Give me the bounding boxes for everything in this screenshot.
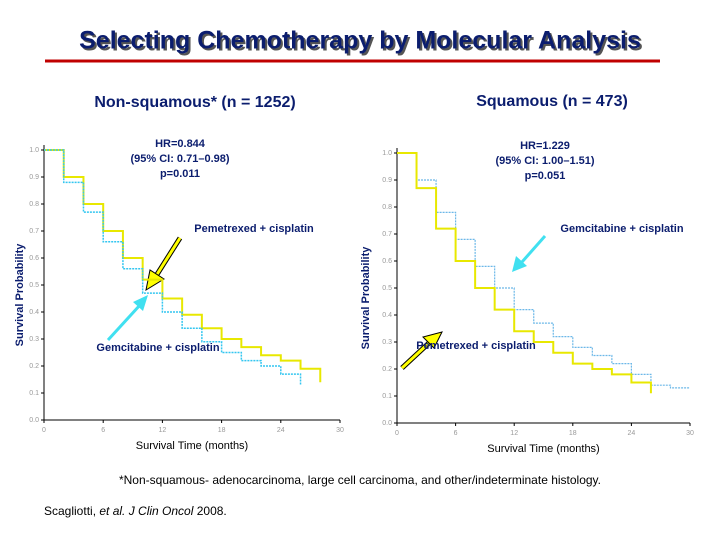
title-shadow: Selecting Chemotherapy by Molecular Anal… bbox=[81, 29, 643, 57]
y-tick-label: 0.5 bbox=[29, 282, 39, 289]
x-axis-label: Survival Time (months) bbox=[136, 440, 248, 452]
y-axis-label: Survival Probability bbox=[14, 243, 26, 347]
chart-subtitle: Non-squamous* (n = 1252) bbox=[94, 94, 295, 111]
y-tick-label: 0.7 bbox=[29, 228, 39, 235]
x-tick-label: 6 bbox=[101, 427, 105, 434]
x-axis-label: Survival Time (months) bbox=[487, 443, 599, 455]
y-tick-label: 0.8 bbox=[29, 201, 39, 208]
y-tick-label: 0.0 bbox=[382, 420, 392, 427]
arrow-head bbox=[512, 256, 527, 272]
slide-title: Selecting Chemotherapy by Molecular Anal… bbox=[79, 27, 641, 55]
x-tick-label: 18 bbox=[569, 430, 577, 437]
annotation: Gemcitabine + cisplatin bbox=[96, 342, 219, 354]
y-tick-label: 0.9 bbox=[382, 177, 392, 184]
x-tick-label: 24 bbox=[628, 430, 636, 437]
annotation: Pemetrexed + cisplatin bbox=[194, 223, 314, 235]
y-tick-label: 0.2 bbox=[29, 363, 39, 370]
chart-subtitle: Squamous (n = 473) bbox=[476, 93, 628, 110]
survival-curve bbox=[397, 152, 652, 394]
arrow-shaft bbox=[106, 303, 142, 342]
y-tick-label: 1.0 bbox=[29, 147, 39, 154]
arrow-head bbox=[133, 295, 148, 311]
x-tick-label: 12 bbox=[159, 427, 167, 434]
chart: Non-squamous* (n = 1252) Survival Probabi… bbox=[14, 94, 344, 452]
y-tick-label: 0.3 bbox=[29, 336, 39, 343]
chart: Squamous (n = 473) Survival Probability Su… bbox=[360, 93, 694, 455]
y-tick-label: 1.0 bbox=[382, 150, 392, 157]
survival-curve bbox=[44, 149, 322, 383]
y-tick-label: 0.2 bbox=[382, 366, 392, 373]
arrow-shaft bbox=[154, 237, 182, 277]
hazard-ratio: HR=1.229 bbox=[520, 140, 570, 152]
citation-part: et al. J Clin Oncol bbox=[99, 504, 193, 518]
arrows bbox=[106, 235, 547, 370]
citation-part: 2008. bbox=[193, 504, 226, 518]
y-tick-label: 0.3 bbox=[382, 339, 392, 346]
survival-curve bbox=[44, 149, 302, 385]
y-tick-label: 0.4 bbox=[29, 309, 39, 316]
hazard-ratio: HR=0.844 bbox=[155, 138, 206, 150]
x-tick-label: 30 bbox=[686, 430, 694, 437]
y-axis-label: Survival Probability bbox=[360, 246, 372, 350]
hazard-ratio: p=0.051 bbox=[525, 170, 566, 182]
citation-part: Scagliotti, bbox=[44, 504, 99, 518]
arrow-shaft bbox=[400, 340, 432, 370]
y-tick-label: 0.0 bbox=[29, 417, 39, 424]
x-tick-label: 18 bbox=[218, 427, 226, 434]
hazard-ratio: (95% CI: 0.71–0.98) bbox=[130, 153, 229, 165]
annotation: Gemcitabine + cisplatin bbox=[560, 223, 683, 235]
y-tick-label: 0.9 bbox=[29, 174, 39, 181]
hazard-ratio: (95% CI: 1.00–1.51) bbox=[495, 155, 594, 167]
y-tick-label: 0.1 bbox=[382, 393, 392, 400]
hazard-ratio: p=0.011 bbox=[160, 168, 200, 180]
x-tick-label: 6 bbox=[454, 430, 458, 437]
x-tick-label: 30 bbox=[336, 427, 344, 434]
survival-curve bbox=[397, 152, 690, 389]
y-tick-label: 0.5 bbox=[382, 285, 392, 292]
arrow-shaft bbox=[520, 235, 547, 263]
x-tick-label: 0 bbox=[395, 430, 399, 437]
citation: Scagliotti, et al. J Clin Oncol 2008. bbox=[44, 504, 227, 518]
x-tick-label: 12 bbox=[510, 430, 518, 437]
y-tick-label: 0.6 bbox=[29, 255, 39, 262]
y-tick-label: 0.8 bbox=[382, 204, 392, 211]
y-tick-label: 0.6 bbox=[382, 258, 392, 265]
annotation: Pemetrexed + cisplatin bbox=[416, 340, 536, 352]
x-tick-label: 24 bbox=[277, 427, 285, 434]
footnote: *Non-squamous- adenocarcinoma, large cel… bbox=[119, 473, 601, 487]
y-tick-label: 0.4 bbox=[382, 312, 392, 319]
y-tick-label: 0.1 bbox=[29, 390, 39, 397]
arrow-head bbox=[422, 331, 443, 349]
y-tick-label: 0.7 bbox=[382, 231, 392, 238]
x-tick-label: 0 bbox=[42, 427, 46, 434]
